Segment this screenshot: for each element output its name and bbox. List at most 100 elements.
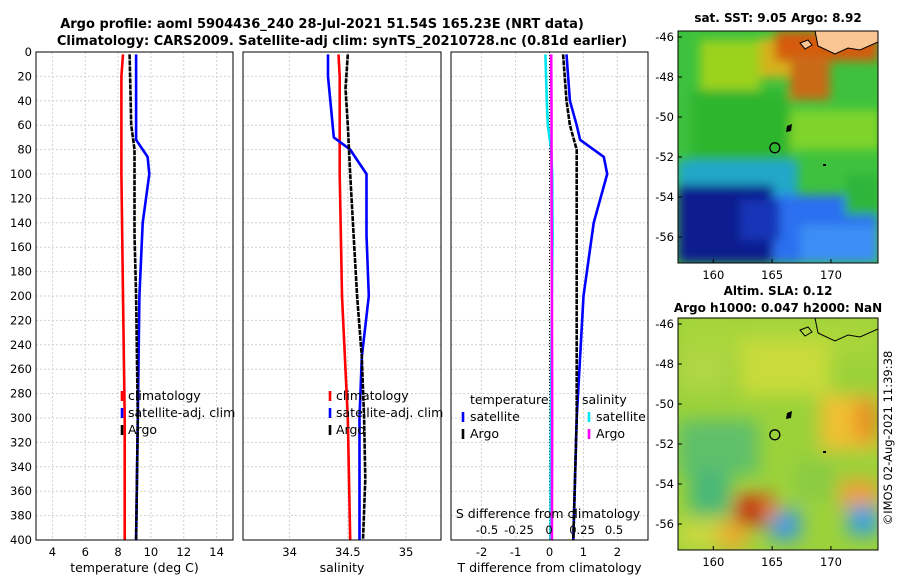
x-tick-label: 34: [282, 545, 297, 559]
legend-label: Argo: [470, 426, 499, 441]
map-lon-label: 160: [702, 268, 724, 282]
map-lat-label: -56: [655, 517, 674, 531]
legend-label: Argo: [336, 422, 365, 437]
legend-label: satellite: [470, 409, 520, 424]
series-line-climatology: [120, 54, 126, 540]
sst-map-title: sat. SST: 9.05 Argo: 8.92: [694, 11, 861, 25]
sst-map: sat. SST: 9.05 Argo: 8.92: [655, 11, 879, 282]
x-axis-label: T difference from climatology: [456, 560, 642, 575]
sla-map-title-line1: Altim. SLA: 0.12: [724, 284, 833, 298]
y-tick-label: 340: [10, 460, 32, 474]
x-tick-label: 34.5: [335, 545, 361, 559]
y-tick-label: 40: [17, 94, 32, 108]
map-lon-label: 160: [702, 555, 724, 569]
x-axis-label: temperature (deg C): [70, 560, 199, 575]
new-zealand-coastline: [814, 318, 878, 342]
legend-title-temperature: temperature: [470, 392, 549, 407]
y-tick-label: 120: [10, 191, 32, 205]
differences-panel: -2 -1 0 1 2T difference from climatology: [450, 51, 649, 575]
campbell-island-shape: [823, 451, 826, 453]
auckland-islands-shape: [786, 411, 792, 419]
series-line-s-argo: [549, 54, 554, 541]
x-tick-label: 4: [49, 545, 56, 559]
y-tick-label: 220: [10, 313, 32, 327]
sla-map-title-line2: Argo h1000: 0.047 h2000: NaN: [674, 301, 882, 315]
axes-frame: [35, 51, 234, 541]
axes-frame: [450, 51, 649, 541]
imos-timestamp-watermark: ©IMOS 02-Aug-2021 11:39:38: [881, 351, 895, 526]
legend-label: satellite: [596, 409, 646, 424]
map-lat-label: -54: [655, 477, 674, 491]
map-lon-label: 165: [761, 268, 783, 282]
sst-map-frame: [677, 30, 879, 264]
y-tick-label: 400: [10, 533, 32, 547]
y-tick-label: 180: [10, 265, 32, 279]
temperature-panel: 0 20 40 60 80 100 120 140 160 180 200 220 240 260 280 3…: [10, 45, 234, 575]
profile-panels: 0204060801001201401601802002202402602803…: [10, 45, 649, 575]
map-lat-label: -48: [655, 357, 674, 371]
series-line-argo: [128, 54, 140, 541]
y-tick-label: 280: [10, 387, 32, 401]
x-tick-label: 6: [82, 545, 89, 559]
x-tick-label: 14: [209, 545, 224, 559]
legend-label: satellite-adj. clim: [128, 405, 235, 420]
x-axis-label: salinity: [320, 560, 365, 575]
y-tick-label: 240: [10, 338, 32, 352]
figure-title-line1: Argo profile: aoml 5904436_240 28-Jul-20…: [60, 17, 584, 32]
x-tick-label: 1: [580, 545, 587, 559]
map-lat-label: -50: [655, 110, 674, 124]
sla-map-frame: [677, 317, 879, 551]
series-line-t-argo: [561, 54, 579, 541]
x-tick-label: 12: [176, 545, 191, 559]
series-line-satellite-adj-clim: [134, 54, 151, 541]
series-line-t-satellite: [565, 54, 609, 541]
map-lat-label: -56: [655, 230, 674, 244]
y-tick-label: 200: [10, 289, 32, 303]
salinity-difference-axis-label: S difference from climatology: [456, 506, 641, 521]
x-tick-label: 10: [144, 545, 159, 559]
argo-float-marker: [769, 142, 781, 154]
salinity-panel: 34 34.5 35 salinity: [242, 51, 442, 575]
legend-label: Argo: [128, 422, 157, 437]
y-tick-label: 300: [10, 411, 32, 425]
y-tick-label: 140: [10, 216, 32, 230]
legend-label: climatology: [336, 388, 409, 403]
salinity-difference-tick-label: -0.25: [504, 523, 534, 537]
map-lat-label: -48: [655, 70, 674, 84]
sst-map-axes: 160 165 170 -46 -48 -50 -52 -54 -56: [655, 30, 842, 282]
sla-map-axes: 160 165 170 -46 -48 -50 -52 -54 -56: [655, 317, 842, 569]
series-line-climatology: [337, 54, 352, 541]
y-tick-label: 0: [25, 45, 32, 59]
salinity-difference-tick-label: 0.5: [605, 523, 623, 537]
series-line-satellite-adj-clim: [326, 54, 371, 540]
new-zealand-south-island-shape: [814, 31, 878, 55]
x-tick-label: 0: [546, 545, 553, 559]
y-tick-label: 360: [10, 484, 32, 498]
map-lat-label: -46: [655, 30, 674, 44]
series-line-argo: [344, 54, 367, 541]
x-tick-label: 2: [614, 545, 621, 559]
map-lat-label: -52: [655, 150, 674, 164]
map-lat-label: -46: [655, 317, 674, 331]
stewart-island-coastline: [799, 326, 813, 337]
y-tick-label: 80: [17, 143, 32, 157]
x-tick-label: 8: [114, 545, 121, 559]
x-tick-label: 35: [399, 545, 414, 559]
salinity-difference-tick-label: 0.25: [569, 523, 595, 537]
legend-title-salinity: salinity: [582, 392, 627, 407]
y-tick-label: 320: [10, 435, 32, 449]
x-tick-label: -2: [476, 545, 487, 559]
map-lon-label: 170: [820, 555, 842, 569]
y-tick-label: 380: [10, 509, 32, 523]
map-lat-label: -54: [655, 190, 674, 204]
map-lon-label: 165: [761, 555, 783, 569]
y-tick-label: 160: [10, 240, 32, 254]
sst-field: [678, 31, 878, 263]
map-lon-label: 170: [820, 268, 842, 282]
x-tick-label: -1: [510, 545, 521, 559]
legend-label: Argo: [596, 426, 625, 441]
salinity-difference-tick-label: -0.5: [476, 523, 498, 537]
salinity-difference-tick-label: 0: [545, 523, 552, 537]
sla-field: [678, 318, 878, 550]
